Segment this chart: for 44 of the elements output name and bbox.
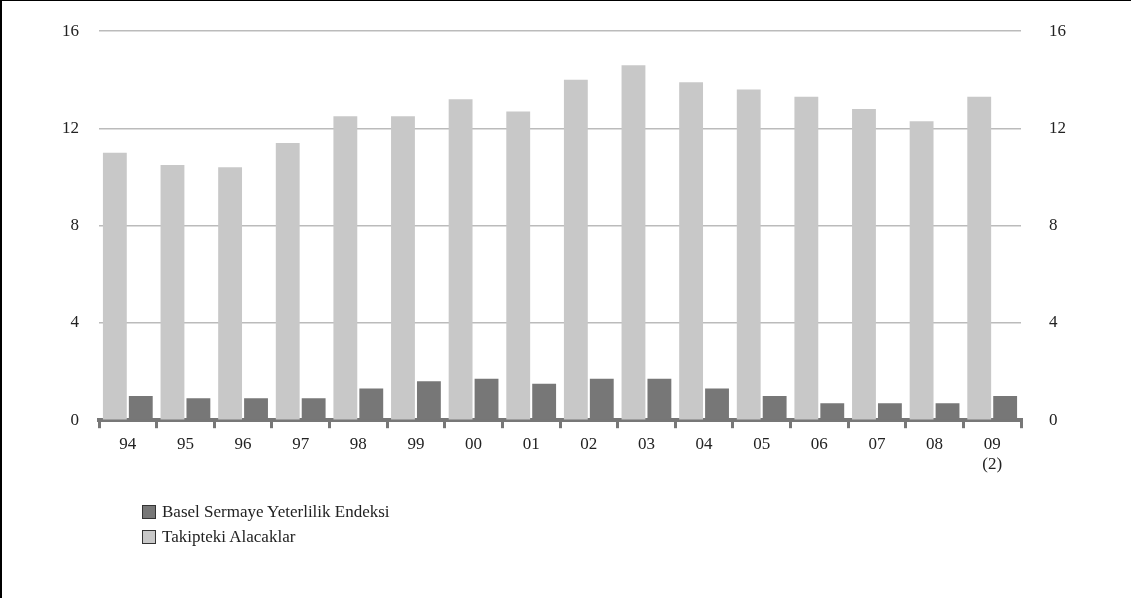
bar <box>736 89 761 420</box>
legend-label: Basel Sermaye Yeterlilik Endeksi <box>162 501 390 522</box>
bar <box>333 116 358 420</box>
bar <box>563 79 588 420</box>
x-tick-label: 02 <box>580 433 598 453</box>
bar <box>506 111 531 420</box>
y2-tick-label: 8 <box>1049 215 1058 235</box>
bar <box>909 121 934 420</box>
y2-tick-label: 16 <box>1049 20 1066 40</box>
x-tick-label: 96 <box>234 433 252 453</box>
x-tick-label: 05 <box>753 433 771 453</box>
x-tick-label: 99 <box>407 433 425 453</box>
bar <box>967 96 992 420</box>
bar <box>160 164 185 420</box>
x-tick-label: 08 <box>926 433 944 453</box>
x-tick-label: 01 <box>522 433 540 453</box>
legend-label: Takipteki Alacaklar <box>162 526 296 547</box>
y2-tick-label: 4 <box>1049 312 1058 332</box>
y-tick-label: 12 <box>62 117 79 137</box>
x-tick-label: 06 <box>810 433 828 453</box>
x-tick-label: 04 <box>695 433 714 453</box>
bar <box>391 116 415 420</box>
y-tick-label: 0 <box>70 409 79 429</box>
bar <box>852 109 876 420</box>
bar <box>275 143 300 420</box>
bar <box>621 65 646 420</box>
y2-tick-label: 12 <box>1049 117 1066 137</box>
x-tick-label: 98 <box>349 433 367 453</box>
y2-tick-label: 0 <box>1049 409 1058 429</box>
bar <box>794 96 819 420</box>
bar <box>679 82 704 420</box>
y-tick-label: 8 <box>70 215 79 235</box>
bar <box>448 99 473 420</box>
bar <box>102 152 127 420</box>
x-tick-label: 07 <box>868 433 886 453</box>
y-tick-label: 16 <box>62 20 79 40</box>
x-tick-label: 03 <box>637 433 655 453</box>
y-tick-label: 4 <box>70 312 80 332</box>
bar <box>218 167 243 420</box>
x-tick-label: 00 <box>465 433 483 453</box>
x-tick-label: 09 (2) <box>982 433 1003 474</box>
x-tick-label: 94 <box>119 433 137 453</box>
x-tick-label: 97 <box>292 433 310 453</box>
x-tick-label: 95 <box>176 433 194 453</box>
